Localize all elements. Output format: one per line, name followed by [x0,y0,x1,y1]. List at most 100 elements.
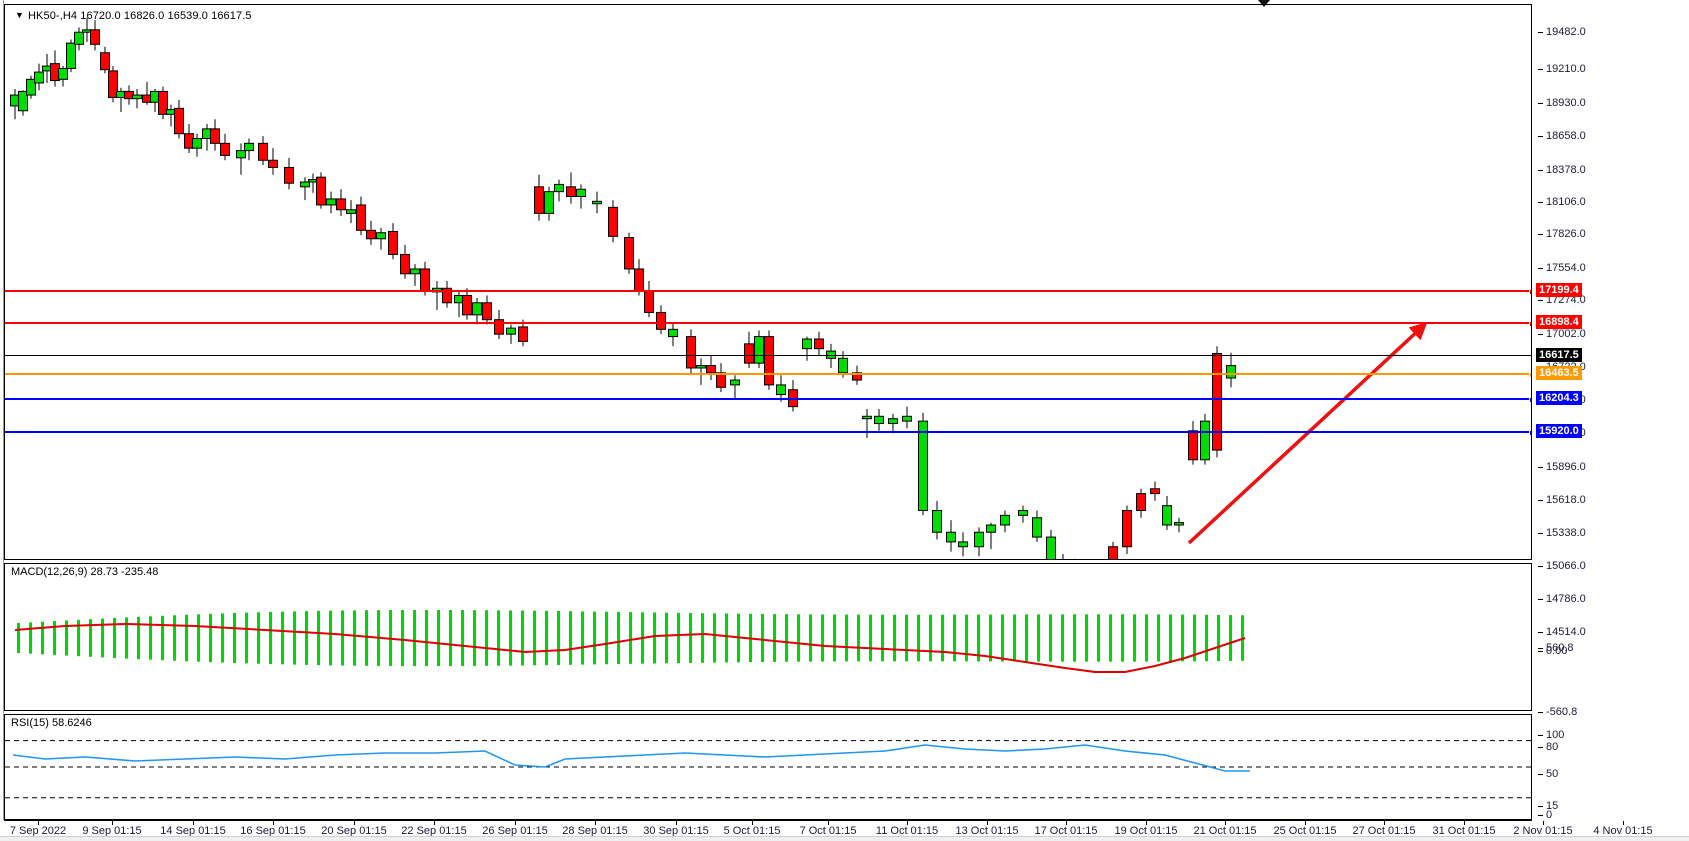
time-axis-label: 5 Oct 01:15 [723,825,781,837]
macd-histogram-bar [509,610,512,666]
price-axis-tick-label: 18106.0 [1546,196,1586,208]
candle [902,406,912,429]
candle [544,186,554,221]
level-handle-icon[interactable] [1529,397,1531,403]
price-axis-tick: 18930.0 [1538,97,1586,109]
price-scale-column[interactable]: 19482.0 19210.0 18930.0 18658.0 18378.0 18106… [1532,0,1689,821]
candle [58,66,68,87]
candle [410,264,420,286]
price-badge-support-upper[interactable]: 16204.3 [1536,391,1582,405]
tick-mark-icon [1538,805,1543,807]
chevron-down-icon[interactable]: ▼ [15,10,25,20]
tick-mark-icon [1538,650,1543,652]
time-axis-label: 17 Oct 01:15 [1034,825,1098,837]
time-tick-mark [273,821,274,825]
price-axis-tick-label: 18930.0 [1546,97,1586,109]
macd-histogram-bar [341,610,344,666]
macd-histogram-bar [1217,614,1220,662]
tick-mark-icon [1538,68,1543,70]
level-handle-icon[interactable] [1529,430,1531,436]
macd-histogram-bar [953,614,956,662]
price-badge-resistance-lower[interactable]: 16898.4 [1536,315,1582,329]
price-badge-resistance-upper[interactable]: 17199.4 [1536,283,1582,297]
candle [158,86,168,120]
macd-histogram-bar [461,610,464,666]
candle [174,99,184,139]
price-badge-pivot-orange[interactable]: 16463.5 [1536,366,1582,380]
macd-histogram-bar [221,613,224,663]
macd-histogram-bar [65,620,68,656]
candle [576,184,586,209]
rsi-panel[interactable]: RSI(15) 58.6246 [4,714,1532,820]
price-axis-tick-label: 14786.0 [1546,593,1586,605]
time-axis-label: 7 Sep 2022 [9,825,67,837]
tick-mark-icon [1538,631,1543,633]
macd-histogram-bar [1109,614,1112,662]
macd-histogram-bar [701,613,704,663]
candle [974,527,984,557]
time-axis-label: 27 Oct 01:15 [1352,825,1416,837]
level-line-pivot-orange[interactable] [5,372,1531,378]
level-line-support-upper[interactable] [5,397,1531,403]
macd-histogram-bar [1013,614,1016,662]
candle [918,412,928,516]
time-tick-mark [676,821,677,825]
macd-histogram-bar [257,612,260,664]
candle [754,330,764,368]
candle [534,174,544,221]
price-axis-tick: 14786.0 [1538,593,1586,605]
candle [192,133,202,157]
candle [566,172,576,204]
bullish-trend-arrow[interactable] [5,5,1531,559]
candle [1018,505,1028,523]
macd-panel[interactable]: MACD(12,26,9) 28.73 -235.48 [4,563,1532,711]
macd-histogram-bar [101,618,104,658]
time-axis-label: 13 Oct 01:15 [955,825,1019,837]
macd-histogram-bar [89,619,92,657]
macd-histogram-bar [821,614,824,662]
time-axis[interactable]: 7 Sep 2022 9 Sep 01:15 14 Sep 01:15 16 Sep … [4,820,1653,841]
price-axis-tick-label: 18378.0 [1546,164,1586,176]
level-handle-icon[interactable] [1529,289,1531,295]
price-axis-tick: 15618.0 [1538,494,1586,506]
level-line-support-lower[interactable] [5,430,1531,436]
candle [462,288,472,320]
rsi-axis-tick-label: 15 [1546,800,1559,812]
time-tick-mark [1623,821,1624,825]
time-tick-mark [987,821,988,825]
price-axis-tick: 15066.0 [1538,560,1586,572]
time-tick-mark [1384,821,1385,825]
candle [220,133,230,161]
macd-histogram-bar [605,611,608,665]
tick-mark-icon [1538,647,1543,649]
macd-histogram-bar [317,610,320,666]
candle [326,191,336,214]
time-axis-label: 14 Sep 01:15 [160,825,226,837]
time-axis-label: 2 Nov 01:15 [1513,825,1573,837]
price-chart-panel[interactable]: ▼ HK50-,H4 16720.0 16826.0 16539.0 16617.… [4,4,1532,560]
level-handle-icon[interactable] [1529,321,1531,327]
level-handle-icon[interactable] [1529,372,1531,378]
macd-histogram-bar [881,614,884,662]
tick-mark-icon [1538,102,1543,104]
candle [624,232,634,274]
macd-histogram-bar [1097,614,1100,662]
time-axis-label: 31 Oct 01:15 [1432,825,1496,837]
level-line-resistance-lower[interactable] [5,321,1531,327]
rsi-label: RSI(15) 58.6246 [11,717,92,729]
time-tick-mark [515,821,516,825]
macd-histogram-bar [233,613,236,663]
tick-mark-icon [1538,267,1543,269]
candle [608,200,618,243]
price-badge-current-price[interactable]: 16617.5 [1536,348,1582,362]
macd-histogram-bar [761,613,764,663]
level-line-current-price[interactable] [5,355,1531,356]
candle [376,227,386,250]
level-line-resistance-upper[interactable] [5,289,1531,295]
macd-signal-line [14,622,1246,673]
macd-histogram-bar [689,613,692,663]
macd-axis-tick: 0.00 [1538,645,1567,657]
macd-histogram-bar [1049,614,1052,662]
macd-histogram-bar [785,614,788,662]
price-badge-support-lower[interactable]: 15920.0 [1536,424,1582,438]
